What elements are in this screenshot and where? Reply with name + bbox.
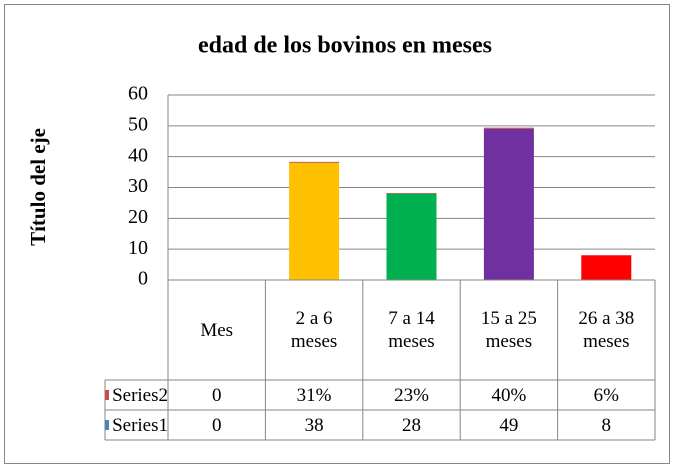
legend-swatch — [105, 420, 110, 430]
bar — [386, 193, 437, 280]
data-table-value: 0 — [168, 380, 265, 410]
data-table-value-text: 38 — [304, 414, 324, 436]
data-table-value-text: 0 — [211, 414, 222, 436]
data-table-value: 6% — [558, 380, 655, 410]
data-table-value: 40% — [460, 380, 557, 410]
data-table-value: 8 — [558, 410, 655, 440]
bar — [289, 162, 340, 280]
y-tick-label: 20 — [128, 206, 148, 228]
y-tick-label: 10 — [128, 237, 148, 259]
legend-label: Series2 — [105, 380, 168, 410]
x-tick-label: 15 a 25 meses — [472, 280, 545, 380]
legend-label: Series1 — [105, 410, 168, 440]
legend-label-text: Series2 — [112, 384, 168, 406]
data-table-value-text: 31% — [296, 384, 332, 406]
x-tick-label: 7 a 14 meses — [375, 280, 448, 380]
data-table-value-text: 0 — [211, 384, 222, 406]
y-tick-label: 40 — [128, 144, 148, 166]
x-tick-label-text: Mes — [200, 319, 234, 341]
bar — [483, 128, 534, 280]
data-table-value: 23% — [363, 380, 460, 410]
y-tick-label: 60 — [128, 83, 148, 105]
data-table-value-text: 23% — [394, 384, 429, 406]
x-tick-label: Mes — [180, 280, 253, 380]
data-table-value-text: 6% — [593, 384, 619, 406]
data-table-value-text: 28 — [401, 414, 421, 436]
x-tick-label-text: 26 a 38 meses — [578, 308, 635, 352]
y-axis-title: Título del eje — [26, 128, 50, 246]
bar — [289, 161, 340, 163]
legend-label-text: Series1 — [112, 414, 168, 436]
bar — [581, 255, 632, 280]
data-table-value: 38 — [265, 410, 362, 440]
data-table-value: 49 — [460, 410, 557, 440]
y-tick-label: 50 — [128, 113, 148, 135]
x-tick-label: 2 a 6 meses — [277, 280, 350, 380]
data-table-value: 28 — [363, 410, 460, 440]
bar — [483, 127, 534, 129]
chart-title: edad de los bovinos en meses — [198, 33, 492, 59]
data-table-value: 0 — [168, 410, 265, 440]
data-table-value-text: 8 — [601, 414, 612, 436]
x-tick-label-text: 15 a 25 meses — [480, 308, 537, 352]
bar — [386, 192, 437, 194]
legend-swatch — [105, 390, 110, 400]
x-tick-label: 26 a 38 meses — [570, 280, 643, 380]
data-table-value: 31% — [265, 380, 362, 410]
y-tick-label: 30 — [128, 175, 148, 197]
y-tick-label: 0 — [138, 268, 148, 290]
x-tick-label-text: 2 a 6 meses — [290, 308, 338, 352]
x-tick-label-text: 7 a 14 meses — [388, 308, 435, 352]
data-table-value-text: 49 — [499, 414, 519, 436]
data-table-value-text: 40% — [491, 384, 527, 406]
